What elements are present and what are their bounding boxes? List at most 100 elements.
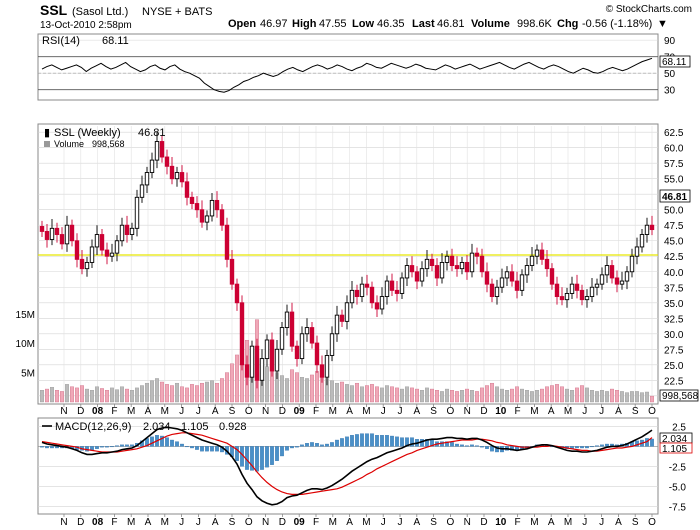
signal-last-box: [659, 442, 693, 454]
volume-label: Volume: [471, 18, 510, 30]
candle-body: [194, 203, 200, 211]
candle-body: [444, 255, 450, 263]
x-tick-label: J: [582, 406, 587, 417]
price-tick-label: 60.0: [664, 144, 684, 155]
macd-hist-bar: [215, 446, 219, 452]
x-tick-label: N: [464, 406, 471, 417]
candle-body: [259, 358, 265, 381]
macd-hist-bar: [195, 446, 199, 450]
macd-hist-bar: [150, 436, 154, 447]
volume-bar: [175, 382, 179, 403]
candle-body: [514, 280, 520, 291]
x-tick-label: A: [145, 517, 152, 528]
macd-hist-bar: [595, 445, 599, 447]
candle-body: [574, 283, 580, 291]
volume-bar: [465, 388, 469, 403]
volume-tick-label: 5M: [21, 369, 35, 380]
x-tick-label: 10: [495, 517, 507, 528]
candle-body: [89, 246, 95, 263]
x-tick-label: D: [77, 517, 84, 528]
company-name: (Sasol Ltd.): [72, 6, 128, 18]
x-tick-label: 10: [495, 406, 507, 417]
volume-last-box: [659, 389, 699, 402]
x-tick-label: A: [212, 517, 219, 528]
volume-bar: [115, 389, 119, 403]
volume-bar: [575, 387, 579, 403]
price-tick-label: 42.5: [664, 252, 684, 263]
volume-legend-value: 998,568: [92, 139, 125, 149]
volume-axis: 5M 10M 15M: [16, 310, 35, 380]
x-tick-label: M: [161, 517, 169, 528]
volume-bar: [525, 390, 529, 403]
volume-bar: [510, 388, 514, 403]
candle-body: [449, 255, 455, 267]
candle-body: [524, 265, 530, 276]
price-tick-label: 55.0: [664, 175, 684, 186]
candle-body: [349, 289, 355, 304]
source-credit: © StockCharts.com: [606, 4, 692, 15]
candle-body: [79, 258, 85, 270]
volume-bar: [370, 384, 374, 403]
candle-body: [94, 234, 100, 248]
volume-bar: [395, 387, 399, 403]
macd-hist-bar: [470, 444, 474, 447]
candle-body: [504, 271, 510, 279]
candle-body: [309, 327, 315, 344]
candle-body: [369, 286, 375, 304]
volume-bar: [130, 390, 134, 403]
candle-body: [204, 215, 210, 223]
candle-body: [609, 265, 615, 279]
volume-bar: [645, 391, 649, 403]
candle-body: [44, 230, 50, 240]
x-tick-label: M: [362, 406, 370, 417]
volume-bar: [495, 386, 499, 403]
volume-bar: [225, 372, 229, 403]
volume-bar: [540, 388, 544, 403]
volume-bar: [475, 391, 479, 403]
volume-bar: [640, 392, 644, 403]
price-legend-title: SSL (Weekly): [54, 127, 121, 139]
macd-hist-bar: [200, 446, 204, 452]
x-tick-label: S: [229, 406, 236, 417]
volume-bar: [490, 382, 494, 403]
rsi-frame: [37, 33, 659, 101]
macd-hist-bar: [120, 444, 124, 447]
volume-bar: [125, 388, 129, 403]
candle-body: [464, 261, 470, 273]
candle-body: [109, 252, 115, 257]
volume-bar: [85, 388, 89, 403]
rsi-grid: [38, 39, 658, 91]
volume-bar: [155, 378, 159, 403]
candle-body: [594, 283, 600, 288]
candle-body: [244, 364, 250, 378]
volume-bar: [340, 381, 344, 403]
volume-bar: [605, 391, 609, 403]
macd-hist-bar: [635, 440, 639, 447]
volume-bar: [210, 380, 214, 403]
candle-body: [134, 196, 140, 229]
macd-hist-bar: [575, 446, 579, 449]
x-tick-label: D: [279, 517, 286, 528]
x-tick-label: S: [229, 517, 236, 528]
volume-bar: [300, 377, 304, 403]
candle-body: [179, 172, 185, 183]
change-label: Chg: [557, 18, 578, 30]
macd-hist-bar: [395, 436, 399, 447]
volume-bar: [120, 386, 124, 403]
macd-hist-bar: [205, 446, 209, 452]
candle-body: [579, 289, 585, 301]
candle-body: [274, 348, 280, 372]
x-tick-label: N: [60, 406, 67, 417]
candle-body: [299, 333, 305, 360]
volume-bar: [610, 388, 614, 403]
volume-bar: [220, 378, 224, 403]
macd-hist-bar: [585, 446, 589, 449]
volume-legend-title: Volume: [54, 139, 84, 149]
candle-body: [389, 280, 395, 291]
volume-bar: [425, 387, 429, 403]
macd-hist-bar: [605, 443, 609, 447]
price-tick-label: 45.0: [664, 237, 684, 248]
macd-line: [41, 426, 653, 506]
volume-bar: [545, 386, 549, 403]
x-tick-label: M: [530, 406, 538, 417]
